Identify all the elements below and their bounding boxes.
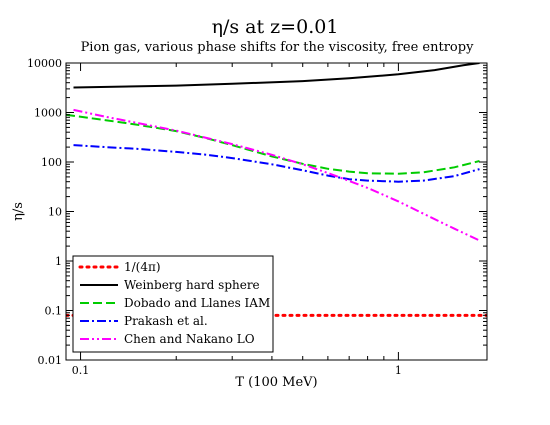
y-axis-label: η/s [11,202,26,221]
chart-title: η/s at z=0.01 [212,16,339,38]
y-tick-label: 0.1 [45,305,63,318]
legend-label-3: Prakash et al. [124,314,208,328]
y-tick-label: 100 [41,156,62,169]
tick-layer: 0.01 0.1 1 10 100 1000 10000 0.1 1 [27,57,487,377]
y-tick-label: 10000 [27,57,62,70]
chart-subtitle: Pion gas, various phase shifts for the v… [81,40,475,55]
legend-label-1: Weinberg hard sphere [124,278,260,292]
x-tick-label: 0.1 [72,364,90,377]
x-axis-label: T (100 MeV) [235,375,317,390]
legend-label-4: Chen and Nakano LO [124,332,255,346]
legend-label-0: 1/(4π) [124,260,161,274]
series-line-3 [73,144,480,183]
legend-label-2: Dobado and Llanes IAM [124,296,270,310]
y-tick-label: 10 [48,206,62,219]
y-tick-label: 0.01 [38,354,63,367]
y-tick-label: 1000 [34,107,62,120]
series-line-1 [73,63,480,89]
legend: 1/(4π) Weinberg hard sphere Dobado and Lla… [72,255,274,353]
y-tick-label: 1 [55,255,62,268]
series-line-4 [73,108,480,242]
series-line-2 [66,113,480,175]
x-tick-label: 1 [395,364,402,377]
